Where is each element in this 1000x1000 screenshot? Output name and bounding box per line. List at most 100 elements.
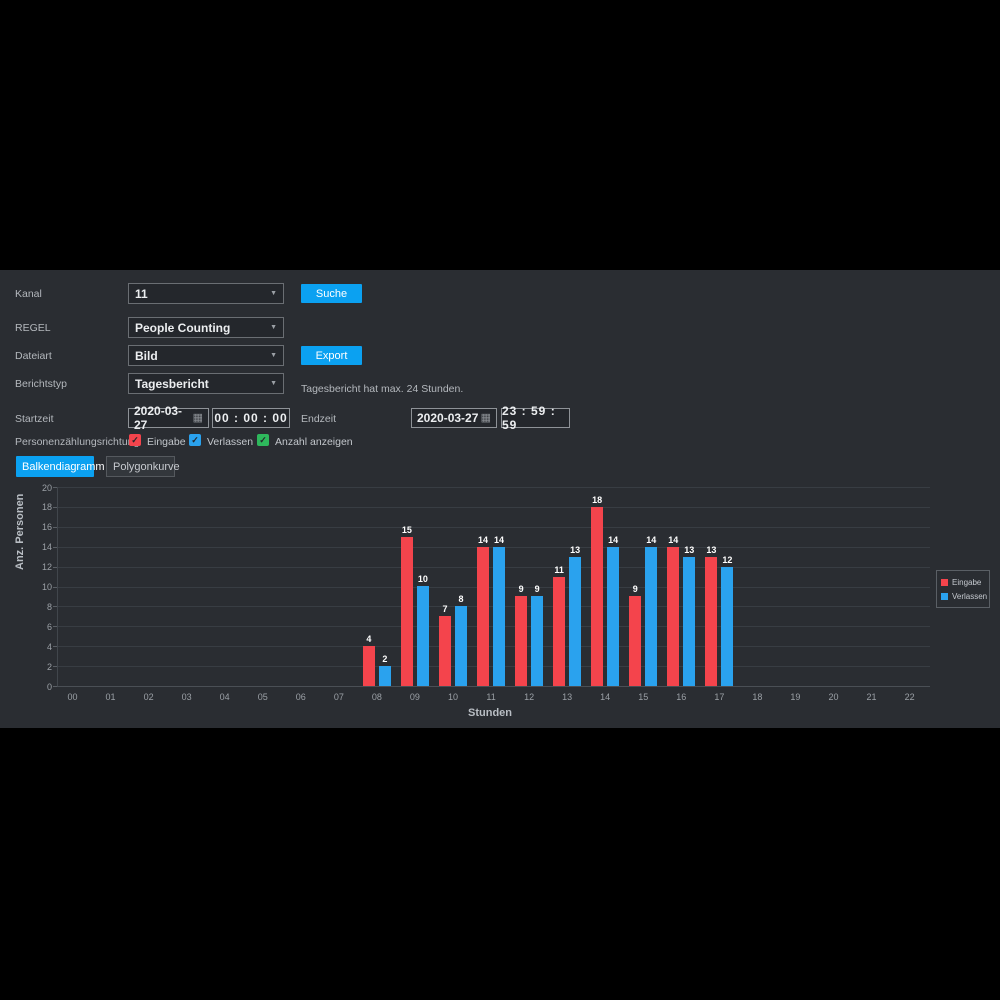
y-tick-label: 6 — [46, 621, 52, 632]
people-counting-report-panel: Kanal 11 ▼ Suche REGEL People Counting ▼… — [0, 270, 1000, 728]
eingabe-bar — [629, 596, 642, 686]
y-tick-mark — [53, 506, 57, 508]
x-tick-label: 06 — [295, 692, 306, 702]
x-tick-label: 12 — [524, 692, 535, 702]
verlassen-checkbox[interactable]: ✓ — [189, 434, 201, 446]
regel-dropdown[interactable]: People Counting ▼ — [128, 317, 284, 338]
x-tick-label: 03 — [181, 692, 192, 702]
verlassen-bar — [378, 666, 391, 686]
regel-value: People Counting — [135, 320, 231, 335]
legend-item-verlassen: Verlassen — [941, 589, 988, 603]
dateiart-dropdown[interactable]: Bild ▼ — [128, 345, 284, 366]
eingabe-bar — [591, 507, 604, 686]
bar-value-label: 11 — [554, 565, 564, 575]
berichtstyp-value: Tagesbericht — [135, 376, 209, 391]
bar-value-label: 9 — [632, 584, 638, 594]
verlassen-bar — [607, 547, 620, 686]
endzeit-label: Endzeit — [301, 413, 337, 425]
eingabe-bar — [515, 596, 528, 686]
startzeit-time-input[interactable]: 00 : 00 : 00 — [212, 408, 290, 428]
eingabe-bar — [400, 537, 413, 686]
y-axis-line — [57, 487, 58, 686]
verlassen-bar — [416, 586, 429, 686]
regel-label: REGEL — [15, 322, 51, 334]
chevron-down-icon: ▼ — [270, 324, 277, 331]
x-tick-label: 21 — [866, 692, 877, 702]
x-tick-label: 09 — [409, 692, 420, 702]
bar-value-label: 8 — [458, 594, 464, 604]
y-tick-mark — [53, 526, 57, 528]
check-icon: ✓ — [191, 434, 199, 445]
bar-value-label: 2 — [382, 654, 388, 664]
chevron-down-icon: ▼ — [270, 352, 277, 359]
verlassen-legend-swatch — [941, 592, 948, 600]
x-tick-label: 10 — [447, 692, 458, 702]
bar-value-label: 10 — [417, 574, 428, 584]
eingabe-checkbox-label: Eingabe — [147, 436, 186, 448]
bar-value-label: 12 — [722, 555, 733, 565]
kanal-value: 11 — [135, 286, 148, 301]
x-tick-label: 15 — [638, 692, 649, 702]
y-tick-label: 10 — [41, 582, 52, 592]
startzeit-time-value: 00 : 00 : 00 — [214, 411, 288, 425]
endzeit-date-input[interactable]: 2020-03-27 ▦ — [411, 408, 497, 428]
x-tick-label: 11 — [486, 692, 496, 702]
berichtstyp-label: Berichtstyp — [15, 378, 67, 390]
x-tick-label: 04 — [219, 692, 230, 702]
eingabe-bar — [477, 547, 490, 686]
bar-value-label: 4 — [366, 634, 372, 644]
bar-value-label: 13 — [706, 545, 717, 555]
y-tick-label: 12 — [41, 562, 52, 573]
endzeit-time-value: 23 : 59 : 59 — [502, 404, 556, 432]
verlassen-bar — [569, 557, 582, 686]
anzahl-anzeigen-checkbox[interactable]: ✓ — [257, 434, 269, 446]
gridline — [57, 506, 930, 508]
y-tick-label: 2 — [46, 661, 52, 672]
anzahl-anzeigen-checkbox-label: Anzahl anzeigen — [275, 436, 353, 448]
check-icon: ✓ — [259, 434, 267, 445]
kanal-label: Kanal — [15, 288, 42, 300]
y-tick-mark — [53, 646, 57, 648]
suche-button[interactable]: Suche — [301, 284, 362, 303]
berichtstyp-dropdown[interactable]: Tagesbericht ▼ — [128, 373, 284, 394]
check-icon: ✓ — [131, 434, 139, 445]
calendar-icon[interactable]: ▦ — [480, 411, 491, 424]
y-tick-mark — [53, 606, 57, 608]
bar-value-label: 14 — [646, 535, 657, 545]
startzeit-date-value: 2020-03-27 — [134, 404, 183, 432]
x-tick-label: 05 — [257, 692, 268, 702]
verlassen-bar — [493, 547, 506, 686]
y-tick-mark — [53, 666, 57, 668]
x-tick-label: 13 — [562, 692, 573, 702]
startzeit-date-input[interactable]: 2020-03-27 ▦ — [128, 404, 209, 432]
startzeit-label: Startzeit — [15, 413, 54, 425]
y-tick-mark — [53, 586, 57, 588]
eingabe-checkbox[interactable]: ✓ — [129, 434, 141, 446]
eingabe-bar — [439, 616, 451, 686]
x-tick-label: 20 — [828, 692, 839, 702]
bar-value-label: 9 — [518, 584, 524, 594]
endzeit-time-input[interactable]: 23 : 59 : 59 — [501, 404, 570, 432]
polygonkurve-tab-button[interactable]: Polygonkurve — [106, 456, 180, 477]
y-tick-mark — [53, 626, 57, 628]
chevron-down-icon: ▼ — [270, 380, 277, 387]
legend-label: Verlassen — [952, 591, 988, 601]
richtung-label: Personenzählungsrichtung — [15, 436, 140, 448]
bar-value-label: 9 — [534, 584, 540, 594]
calendar-icon[interactable]: ▦ — [192, 411, 203, 424]
eingabe-legend-swatch — [941, 578, 948, 586]
y-tick-label: 14 — [41, 542, 52, 553]
dateiart-value: Bild — [135, 348, 158, 363]
bar-value-label: 15 — [401, 525, 412, 535]
bar-value-label: 7 — [442, 604, 448, 614]
y-tick-label: 16 — [41, 522, 52, 533]
verlassen-checkbox-label: Verlassen — [207, 436, 254, 448]
balkendiagramm-tab-button[interactable]: Balkendiagramm — [16, 456, 105, 477]
verlassen-bar — [455, 606, 467, 686]
bar-value-label: 14 — [494, 535, 505, 545]
y-tick-mark — [53, 546, 57, 548]
x-tick-label: 22 — [904, 692, 915, 702]
kanal-dropdown[interactable]: 11 ▼ — [128, 283, 284, 304]
export-button[interactable]: Export — [301, 346, 362, 365]
y-tick-label: 8 — [46, 601, 52, 612]
